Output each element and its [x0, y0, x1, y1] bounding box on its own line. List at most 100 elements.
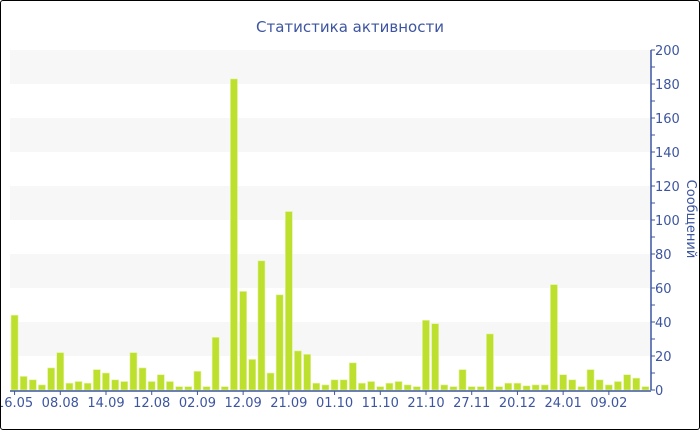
bar: [157, 374, 165, 391]
bar: [476, 386, 485, 391]
grid-band: [10, 118, 650, 152]
chart-title: Статистика активности: [256, 18, 444, 36]
y-tick-label: 0: [655, 384, 663, 399]
bar: [102, 372, 110, 391]
bar: [138, 367, 147, 391]
x-tick-label: 14.09: [87, 396, 124, 411]
y-tick-label: 60: [655, 282, 672, 297]
bar: [595, 379, 604, 391]
bar: [10, 314, 19, 391]
y-tick-label: 120: [655, 180, 680, 195]
y-tick-label: 80: [655, 248, 672, 263]
x-tick-label: 02.09: [179, 396, 216, 411]
bar: [120, 381, 129, 391]
bar: [93, 369, 101, 391]
bar: [403, 384, 412, 391]
y-tick-label: 160: [655, 112, 680, 127]
bar: [74, 381, 83, 391]
bar: [531, 384, 540, 391]
bar: [385, 382, 394, 391]
x-tick-label: 11.10: [362, 396, 399, 411]
bar: [495, 386, 504, 391]
y-axis-label: Сообщений: [683, 180, 698, 259]
bar: [614, 381, 622, 391]
bar: [431, 323, 440, 391]
x-tick-label: 27.11: [453, 396, 490, 411]
bar: [330, 379, 339, 391]
x-tick-label: 08.08: [42, 396, 79, 411]
x-tick-label: 21.09: [270, 396, 307, 411]
bar: [586, 369, 595, 391]
bar: [394, 381, 403, 391]
y-tick-label: 40: [655, 316, 672, 331]
bar: [129, 352, 138, 391]
y-tick-label: 20: [655, 350, 672, 365]
bar: [486, 333, 494, 391]
bar: [504, 382, 513, 391]
x-tick-label: 20.12: [499, 396, 536, 411]
bar: [284, 211, 293, 391]
x-tick-label: 16.05: [1, 396, 33, 411]
bar: [175, 386, 184, 391]
bar: [19, 376, 28, 391]
x-tick-label: 24.01: [545, 396, 582, 411]
bar: [559, 374, 567, 391]
bar: [376, 386, 385, 391]
y-tick-label: 200: [655, 44, 680, 59]
x-tick-label: 12.09: [225, 396, 262, 411]
bar: [193, 370, 202, 391]
bar: [458, 369, 467, 391]
bar: [56, 352, 65, 391]
grid-band: [10, 254, 650, 288]
x-tick-label: 09.02: [590, 396, 627, 411]
bar: [623, 374, 631, 391]
bar: [257, 260, 266, 391]
grid-band: [10, 322, 650, 356]
bar: [83, 382, 92, 391]
bar: [166, 381, 174, 391]
bar: [540, 384, 549, 391]
bar: [321, 384, 330, 391]
bar: [230, 78, 238, 391]
bar: [522, 385, 531, 391]
bar: [348, 362, 357, 391]
y-tick-label: 140: [655, 146, 680, 161]
y-tick-label: 180: [655, 78, 680, 93]
bar: [604, 384, 613, 391]
bar: [467, 386, 476, 391]
x-tick-label: 01.10: [316, 396, 353, 411]
bar: [303, 353, 312, 391]
bar: [202, 386, 211, 391]
bar: [422, 319, 430, 391]
bar: [184, 386, 193, 391]
bar: [47, 367, 55, 391]
bar: [641, 386, 650, 391]
bar: [111, 379, 119, 391]
bar: [312, 382, 321, 391]
bar: [266, 372, 275, 391]
y-tick-label: 100: [655, 214, 680, 229]
grid-band: [10, 186, 650, 220]
bar: [221, 386, 229, 391]
bar: [248, 359, 257, 391]
bar: [28, 379, 37, 391]
bar: [147, 381, 156, 391]
bar: [211, 336, 220, 391]
grid-band: [10, 50, 650, 84]
bar: [275, 294, 284, 391]
bar: [568, 379, 577, 391]
bar: [550, 284, 558, 391]
x-tick-label: 12.08: [133, 396, 170, 411]
bar: [632, 377, 641, 391]
bar: [65, 382, 74, 391]
bar: [513, 382, 522, 391]
bar: [440, 384, 449, 391]
bar: [239, 291, 248, 391]
bar: [294, 350, 302, 391]
bar: [449, 386, 458, 391]
bar: [367, 381, 376, 391]
x-tick-label: 21.10: [407, 396, 444, 411]
bar: [38, 384, 46, 391]
